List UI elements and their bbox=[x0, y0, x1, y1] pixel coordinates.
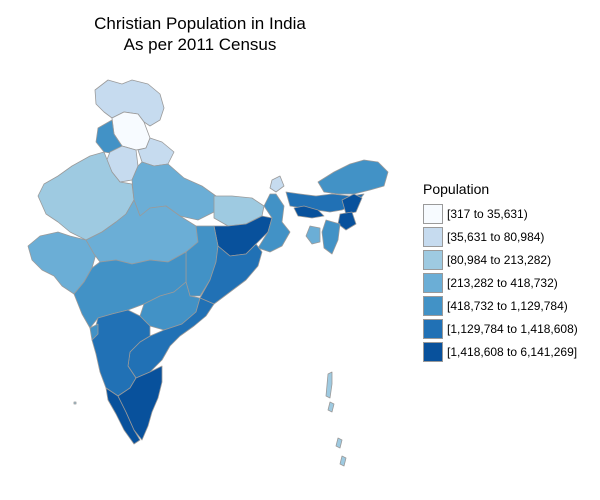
region-odisha bbox=[199, 243, 263, 305]
legend-swatch bbox=[423, 341, 443, 362]
region-west-bengal bbox=[257, 193, 291, 253]
legend-swatch bbox=[423, 295, 443, 316]
legend-item: [80,984 to 213,282) bbox=[423, 248, 578, 271]
legend-swatch bbox=[423, 249, 443, 270]
legend-items: [317 to 35,631) [35,631 to 80,984) [80,984… bbox=[423, 202, 578, 363]
region-andaman-nicobar bbox=[325, 371, 347, 467]
legend-item: [1,418,608 to 6,141,269] bbox=[423, 340, 578, 363]
region-lakshadweep bbox=[73, 401, 77, 405]
region-arunachal bbox=[317, 159, 389, 195]
legend-label: [213,282 to 418,732) bbox=[447, 275, 558, 290]
map-title-line-2: As per 2011 Census bbox=[123, 35, 277, 54]
region-ladakh-jk bbox=[94, 79, 165, 127]
legend-label: [317 to 35,631) bbox=[447, 206, 528, 221]
legend-item: [418,732 to 1,129,784) bbox=[423, 294, 578, 317]
legend-swatch bbox=[423, 318, 443, 339]
legend-label: [80,984 to 213,282) bbox=[447, 252, 552, 267]
legend-title: Population bbox=[423, 181, 490, 197]
legend-label: [1,418,608 to 6,141,269] bbox=[447, 344, 578, 359]
map-title: Christian Population in India As per 201… bbox=[30, 13, 370, 55]
region-mizoram bbox=[321, 219, 341, 255]
legend-item: [213,282 to 418,732) bbox=[423, 271, 578, 294]
legend-label: [418,732 to 1,129,784) bbox=[447, 298, 568, 313]
legend-swatch bbox=[423, 226, 443, 247]
legend: Population [317 to 35,631) [35,631 to 80,… bbox=[423, 181, 578, 363]
legend-item: [1,129,784 to 1,418,608) bbox=[423, 317, 578, 340]
legend-swatch bbox=[423, 272, 443, 293]
region-nagaland bbox=[341, 193, 363, 215]
region-manipur bbox=[337, 211, 357, 231]
region-goa bbox=[89, 323, 99, 341]
legend-item: [35,631 to 80,984) bbox=[423, 225, 578, 248]
region-tamil-nadu bbox=[117, 365, 163, 441]
legend-label: [1,129,784 to 1,418,608) bbox=[447, 321, 578, 336]
legend-swatch bbox=[423, 203, 443, 224]
region-karnataka bbox=[91, 309, 151, 397]
legend-item: [317 to 35,631) bbox=[423, 202, 578, 225]
region-sikkim bbox=[269, 175, 285, 193]
region-chhattisgarh bbox=[185, 225, 219, 297]
region-tripura bbox=[305, 225, 321, 245]
legend-label: [35,631 to 80,984) bbox=[447, 229, 545, 244]
region-meghalaya bbox=[293, 205, 325, 219]
map-title-line-1: Christian Population in India bbox=[94, 14, 306, 33]
